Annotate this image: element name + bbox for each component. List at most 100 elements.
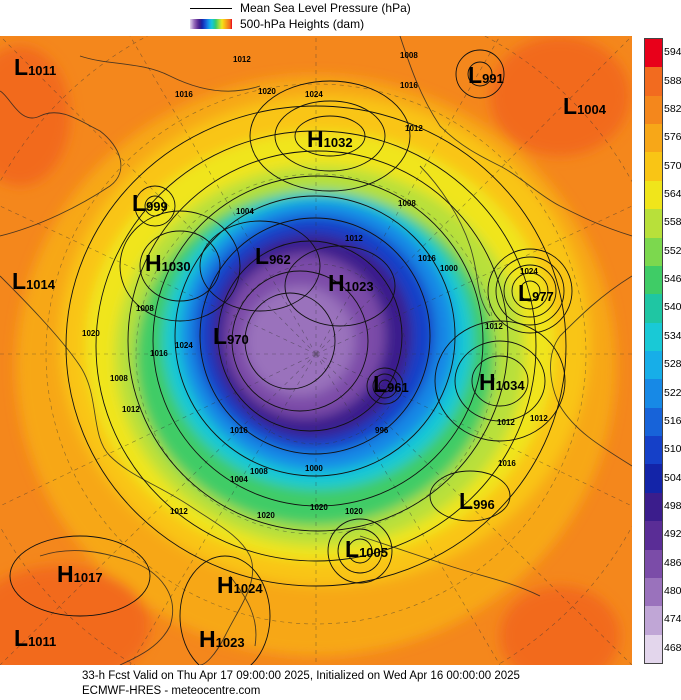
center-type-letter: L [14, 625, 29, 651]
low-pressure-center: L999 [132, 192, 168, 215]
isobar-labels: 1012 1016 1020 1024 1008 1016 1012 1004 1008 1012… [82, 51, 548, 520]
isobar-value-label: 1024 [175, 341, 193, 350]
center-type-letter: L [345, 536, 360, 562]
colorbar-swatch [645, 180, 662, 210]
colorbar-tick-label: 540 [664, 301, 681, 314]
colorbar-tick-label: 480 [664, 585, 681, 598]
low-pressure-center: L962 [255, 245, 291, 268]
colorbar-swatch [645, 634, 662, 664]
center-pressure-value: 1004 [577, 102, 606, 117]
isobar-value-label: 1008 [398, 199, 416, 208]
colorbar-tick-label: 558 [664, 216, 681, 229]
colorbar-swatch [645, 549, 662, 579]
high-pressure-center: H1024 [217, 574, 263, 597]
isobar-value-label: 1024 [520, 267, 538, 276]
map-legend: Mean Sea Level Pressure (hPa) 500-hPa He… [190, 0, 490, 36]
isobar-value-label: 1008 [136, 304, 154, 313]
low-pressure-center: L970 [213, 325, 249, 348]
colorbar-tick-label: 522 [664, 386, 681, 399]
low-pressure-center: L977 [518, 282, 554, 305]
center-pressure-value: 1024 [233, 581, 263, 596]
isobar-value-label: 996 [375, 426, 389, 435]
high-pressure-center: H1023 [328, 272, 374, 295]
legend-heights-label: 500-hPa Heights (dam) [240, 17, 365, 31]
center-pressure-value: 977 [532, 289, 554, 304]
colorbar-swatch [645, 265, 662, 295]
isobar-value-label: 1020 [258, 87, 276, 96]
center-type-letter: L [563, 93, 578, 119]
colorbar-swatch [645, 67, 662, 97]
center-pressure-value: 1011 [28, 63, 57, 78]
low-pressure-center: L1011 [14, 56, 56, 79]
colorbar-tick-label: 486 [664, 556, 681, 569]
isobar-value-label: 1012 [485, 322, 503, 331]
center-pressure-value: 991 [482, 71, 504, 86]
colorbar-tick-label: 594 [664, 46, 681, 59]
isobar-value-label: 1012 [497, 418, 515, 427]
colorbar-tick-label: 510 [664, 443, 681, 456]
isobar-value-label: 1020 [82, 329, 100, 338]
colorbar-tick-label: 474 [664, 613, 681, 626]
forecast-map: 1012 1016 1020 1024 1008 1016 1012 1004 1008 1012… [0, 36, 632, 665]
center-type-letter: L [468, 62, 483, 88]
center-pressure-value: 999 [146, 199, 168, 214]
legend-shade-sample [190, 19, 232, 29]
center-type-letter: L [459, 488, 474, 514]
center-pressure-value: 1023 [215, 635, 245, 650]
colorbar-tick-label: 582 [664, 102, 681, 115]
isobar-value-label: 1008 [250, 467, 268, 476]
isobar-value-label: 1012 [345, 234, 363, 243]
forecast-map-svg: 1012 1016 1020 1024 1008 1016 1012 1004 1008 1012… [0, 36, 632, 665]
colorbar-swatch [645, 209, 662, 239]
colorbar-swatch [645, 152, 662, 182]
colorbar-swatch [645, 237, 662, 267]
colorbar-tick-label: 498 [664, 500, 681, 512]
colorbar-swatch [645, 407, 662, 437]
high-pressure-center: H1032 [307, 128, 353, 151]
isobar-value-label: 1004 [236, 207, 254, 216]
coastlines [0, 36, 632, 665]
colorbar-swatch [645, 124, 662, 153]
isobar-value-label: 1020 [257, 511, 275, 520]
high-pressure-center: H1034 [479, 371, 525, 394]
isobar-value-label: 1016 [175, 90, 193, 99]
low-pressure-center: L961 [373, 373, 409, 396]
high-pressure-center: H1030 [145, 252, 191, 275]
model-credit-line: ECMWF-HRES - meteocentre.com [82, 685, 261, 697]
isobar-value-label: 1000 [440, 264, 458, 273]
low-pressure-center: L996 [459, 490, 495, 513]
colorbar-swatch [645, 606, 662, 636]
center-type-letter: H [217, 572, 234, 598]
legend-line-sample [190, 7, 232, 9]
colorbar-swatch [645, 577, 662, 607]
colorbar-tick-label: 552 [664, 244, 681, 257]
center-pressure-value: 1014 [26, 277, 55, 292]
colorbar-tick-label: 468 [664, 641, 681, 654]
colorbar-swatch [645, 464, 662, 494]
colorbar-tick-label: 576 [664, 131, 681, 144]
isobar-value-label: 1016 [400, 81, 418, 90]
center-type-letter: L [213, 323, 228, 349]
isobar-value-label: 1016 [150, 349, 168, 358]
isobars [9, 49, 573, 665]
center-pressure-value: 1023 [344, 279, 374, 294]
high-pressure-center: H1017 [57, 563, 103, 586]
colorbar-swatch [645, 379, 662, 409]
colorbar-tick-label: 528 [664, 358, 681, 371]
colorbar-tick-label: 492 [664, 528, 681, 541]
center-type-letter: L [255, 243, 270, 269]
colorbar-tick-label: 516 [664, 414, 681, 427]
height-colorbar [644, 38, 663, 664]
isobar-value-label: 1000 [305, 464, 323, 473]
low-pressure-center: L1011 [14, 627, 56, 650]
center-type-letter: L [373, 371, 388, 397]
low-pressure-center: L1004 [563, 95, 606, 118]
center-type-letter: L [14, 54, 29, 80]
colorbar-swatch [645, 351, 662, 380]
center-pressure-value: 996 [473, 497, 495, 512]
height-field-588-nw [0, 46, 70, 186]
colorbar-swatch [645, 322, 662, 352]
isobar-value-label: 1012 [170, 507, 188, 516]
colorbar-swatch [645, 39, 662, 68]
isobar-value-label: 1012 [122, 405, 140, 414]
